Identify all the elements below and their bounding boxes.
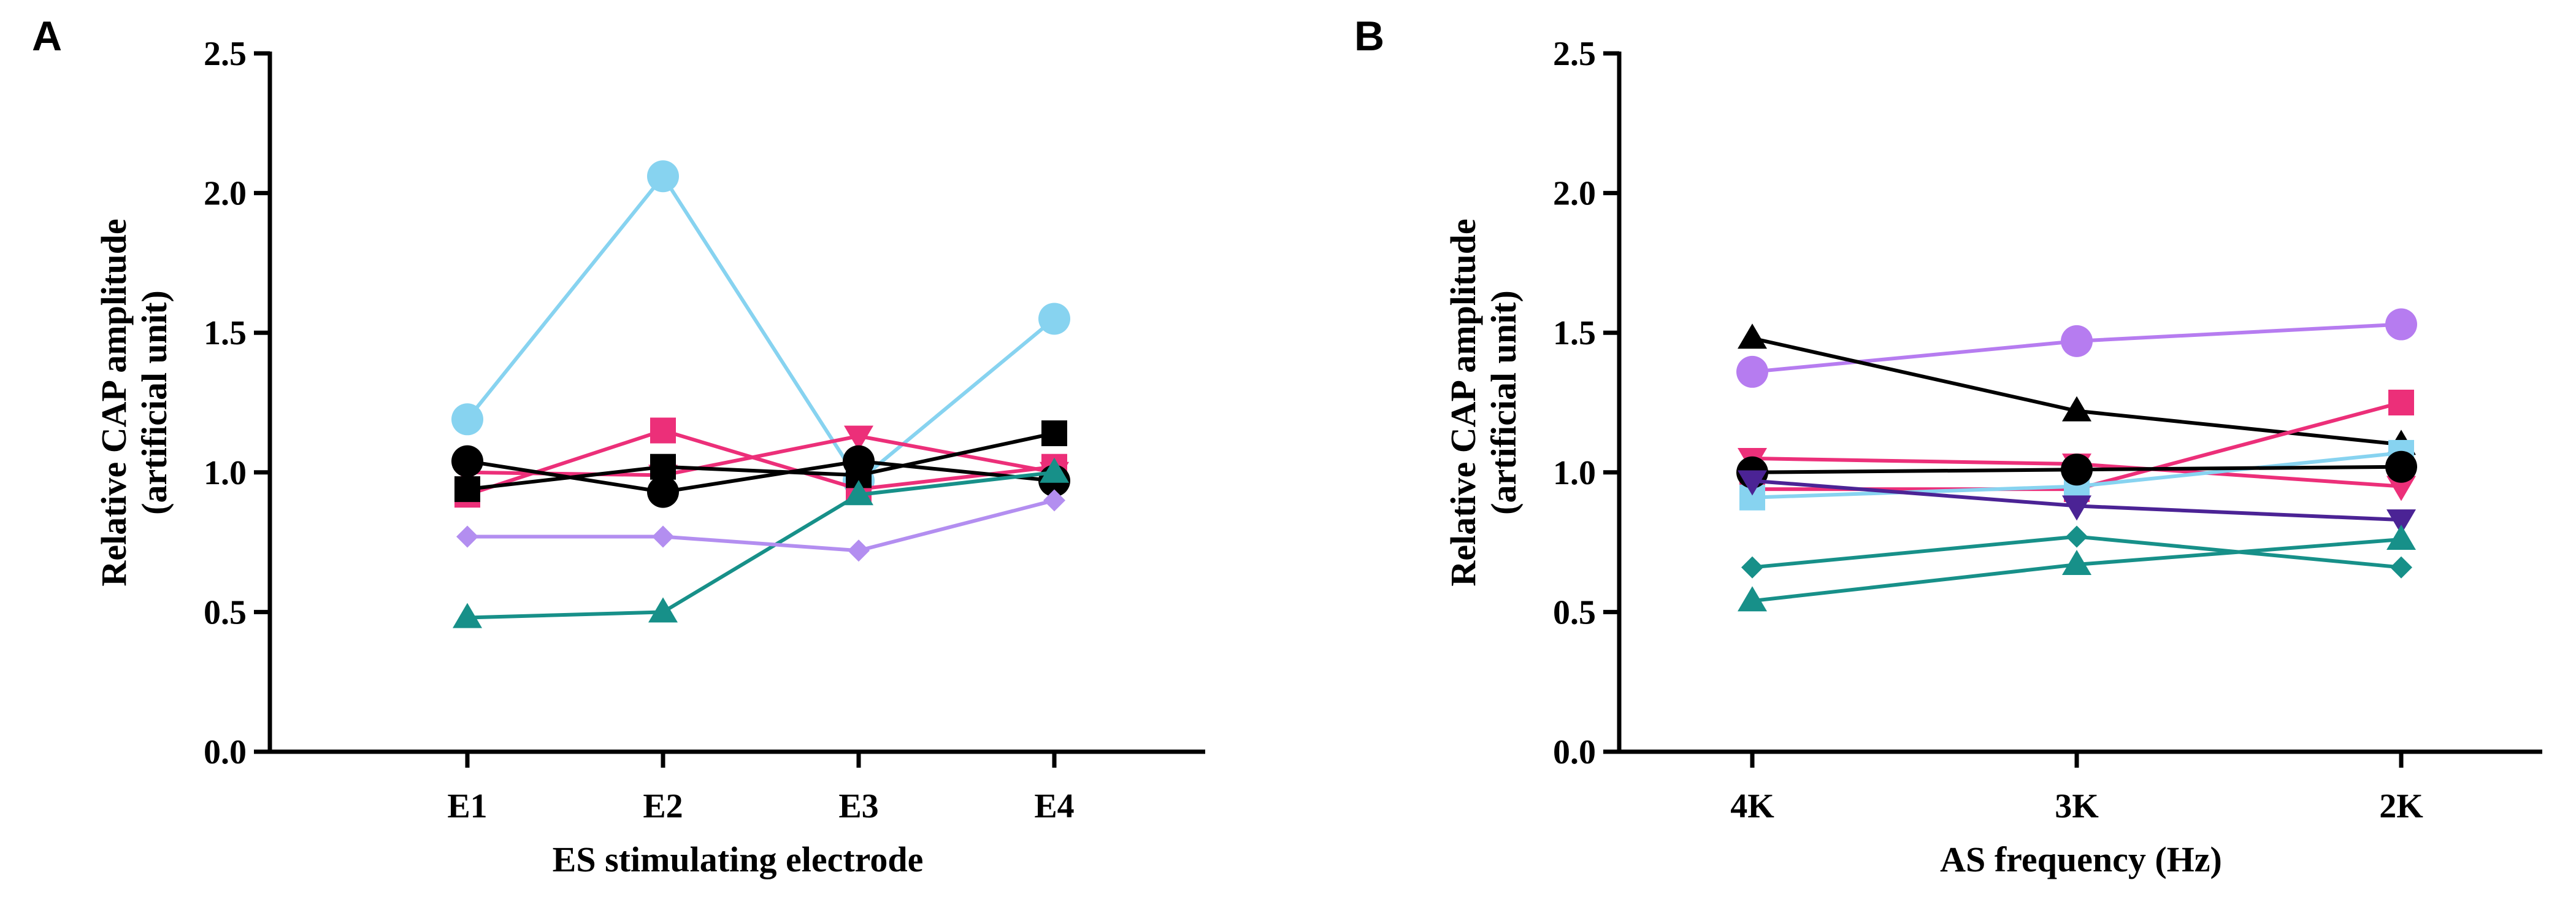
x-tick-label: E2 (643, 787, 683, 825)
y-axis-title: Relative CAP amplitude(artificial unit) (94, 218, 174, 586)
data-point (1738, 323, 1767, 349)
data-point (2062, 396, 2091, 422)
data-point (2386, 525, 2416, 550)
data-point (848, 539, 870, 562)
chart-panel-a: 0.0 0.5 1.0 1.5 2.0 2.5 E1 E2 E3 E4 Relative CAP a… (94, 35, 1205, 879)
series-pink-square (454, 417, 1067, 508)
y-axis-title: Relative CAP amplitude(artificial unit) (1443, 218, 1524, 586)
data-point (1741, 556, 1763, 579)
series-black-circle (1736, 450, 2417, 488)
y-tick-label: 2.0 (1553, 175, 1596, 213)
x-tick-label: E4 (1034, 787, 1074, 825)
series-teal-triangle (1738, 525, 2416, 612)
chart-panel-b: 0.0 0.5 1.0 1.5 2.0 2.5 4K 3K 2K Relative CAP amp… (1443, 35, 2542, 879)
series-purple-diamond (456, 489, 1065, 562)
data-point (456, 525, 478, 548)
x-axis-title: ES stimulating electrode (553, 839, 924, 879)
x-tick-label: 4K (1730, 787, 1774, 825)
data-point (844, 480, 873, 506)
data-point (2388, 390, 2414, 415)
series-purple-circle (1736, 308, 2417, 388)
data-point (2066, 525, 2088, 548)
series-line (467, 498, 1055, 553)
x-tick-label: E3 (838, 787, 878, 825)
x-axis-title: AS frequency (Hz) (1940, 839, 2222, 879)
data-point (2385, 308, 2417, 341)
series-line (467, 428, 1055, 497)
y-tick-label: 2.5 (1553, 35, 1596, 73)
x-tick-label: 3K (2055, 787, 2099, 825)
data-point (2061, 453, 2093, 486)
y-axis-title-line1: Relative CAP amplitude (1443, 218, 1483, 586)
y-tick-label: 1.5 (1553, 314, 1596, 352)
x-tick-label: 2K (2379, 787, 2423, 825)
y-tick-label: 0.0 (204, 733, 247, 771)
data-point (1738, 586, 1767, 612)
series-black-square (454, 420, 1067, 503)
y-tick-label: 2.5 (204, 35, 247, 73)
y-tick-label: 1.0 (1553, 454, 1596, 492)
data-point (2062, 495, 2091, 521)
data-point (648, 597, 678, 623)
panel-letter-a: A (32, 13, 62, 60)
data-point (647, 476, 679, 508)
data-point (1038, 303, 1070, 335)
data-point (650, 417, 676, 444)
x-tick-label: E1 (447, 787, 487, 825)
data-point (1736, 355, 1768, 388)
data-point (454, 476, 480, 503)
data-point (652, 525, 674, 548)
y-axis-title-line1: Relative CAP amplitude (94, 218, 134, 586)
data-point (2385, 450, 2417, 483)
data-point (1738, 470, 1767, 496)
y-tick-label: 0.5 (1553, 593, 1596, 631)
series-line (467, 470, 1055, 620)
data-point (451, 403, 483, 436)
series-indigo-triangle-down (1738, 470, 2416, 535)
data-point (2386, 509, 2416, 535)
panel-letter-b: B (1354, 13, 1384, 60)
series-line (467, 431, 1055, 492)
series-lightblue-circle (451, 160, 1070, 497)
data-point (1040, 457, 1069, 483)
data-point (453, 603, 482, 628)
y-tick-label: 0.5 (204, 593, 247, 631)
data-point (844, 425, 873, 451)
y-axis-title-line2: (artificial unit) (1484, 290, 1524, 515)
series-line (466, 173, 1056, 484)
data-point (1043, 489, 1065, 512)
data-point (650, 453, 676, 480)
y-axis-title-line2: (artificial unit) (134, 290, 174, 515)
data-point (2386, 476, 2416, 501)
data-point (451, 445, 483, 477)
data-point (2062, 550, 2091, 576)
data-point (2061, 325, 2093, 357)
data-point (2390, 556, 2412, 579)
series-teal-triangle (453, 457, 1069, 628)
y-tick-label: 2.0 (204, 175, 247, 213)
y-tick-label: 1.5 (204, 314, 247, 352)
data-point (647, 160, 679, 193)
data-point (1041, 420, 1067, 447)
series-teal-diamond (1741, 525, 2412, 579)
y-tick-label: 0.0 (1553, 733, 1596, 771)
y-tick-label: 1.0 (204, 454, 247, 492)
